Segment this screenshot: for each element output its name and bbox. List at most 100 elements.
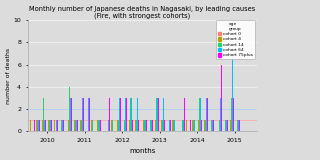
Bar <box>193 120 194 131</box>
Bar <box>170 120 171 131</box>
Bar <box>63 120 64 131</box>
Bar <box>155 120 156 131</box>
Bar <box>226 120 227 131</box>
Bar <box>39 120 40 131</box>
Bar <box>144 120 145 131</box>
Bar <box>200 98 201 131</box>
Bar <box>135 120 136 131</box>
Bar <box>38 120 39 131</box>
Bar <box>225 120 226 131</box>
Bar <box>34 120 35 131</box>
Legend: cohort 0, cohort 4, cohort 14, cohort 64, cohort 75plus: cohort 0, cohort 4, cohort 14, cohort 64… <box>216 20 255 59</box>
Bar <box>119 98 120 131</box>
Bar <box>212 120 213 131</box>
Bar <box>207 98 208 131</box>
Bar <box>152 120 153 131</box>
Bar <box>137 98 138 131</box>
Bar <box>204 120 205 131</box>
Bar <box>107 120 108 131</box>
Bar <box>163 98 164 131</box>
Bar <box>161 120 162 131</box>
Bar <box>198 120 199 131</box>
Bar <box>233 98 234 131</box>
Bar <box>76 120 77 131</box>
Bar <box>205 120 206 131</box>
Bar <box>173 120 174 131</box>
Bar <box>239 120 240 131</box>
Bar <box>100 120 101 131</box>
Bar <box>117 120 118 131</box>
Bar <box>50 120 51 131</box>
Bar <box>188 98 189 131</box>
Bar <box>88 98 89 131</box>
Bar <box>57 120 58 131</box>
Bar <box>48 120 49 131</box>
Bar <box>125 98 126 131</box>
Bar <box>98 120 99 131</box>
Bar <box>61 120 62 131</box>
Bar <box>220 98 221 131</box>
Bar <box>211 120 212 131</box>
Bar <box>126 98 127 131</box>
Bar <box>238 120 239 131</box>
Bar <box>92 120 93 131</box>
Bar <box>80 120 81 131</box>
Bar <box>172 120 173 131</box>
Bar <box>145 120 146 131</box>
Bar <box>213 120 214 131</box>
Bar <box>89 98 90 131</box>
Bar <box>221 65 222 131</box>
Bar <box>124 120 125 131</box>
Bar <box>227 120 228 131</box>
Bar <box>206 98 207 131</box>
Bar <box>136 120 137 131</box>
Bar <box>180 120 181 131</box>
Bar <box>97 120 98 131</box>
Bar <box>42 120 43 131</box>
Bar <box>157 98 158 131</box>
Bar <box>70 98 71 131</box>
Bar <box>33 98 34 131</box>
Bar <box>75 120 76 131</box>
Bar <box>30 120 31 131</box>
Bar <box>45 120 46 131</box>
Bar <box>230 120 231 131</box>
Bar <box>192 120 193 131</box>
Bar <box>164 120 165 131</box>
Bar <box>169 120 170 131</box>
Bar <box>158 98 159 131</box>
Y-axis label: number of deaths: number of deaths <box>5 48 11 104</box>
Bar <box>74 120 75 131</box>
Bar <box>112 120 113 131</box>
Bar <box>49 120 50 131</box>
Bar <box>130 98 131 131</box>
X-axis label: months: months <box>129 148 156 154</box>
Bar <box>36 120 37 131</box>
Bar <box>201 120 202 131</box>
Bar <box>62 120 63 131</box>
Bar <box>106 120 107 131</box>
Bar <box>146 120 147 131</box>
Bar <box>83 98 84 131</box>
Bar <box>54 120 55 131</box>
Bar <box>232 53 233 131</box>
Bar <box>85 120 86 131</box>
Bar <box>219 120 220 131</box>
Bar <box>183 120 184 131</box>
Bar <box>120 98 121 131</box>
Bar <box>77 120 78 131</box>
Bar <box>82 98 83 131</box>
Bar <box>37 120 38 131</box>
Bar <box>69 87 70 131</box>
Bar <box>51 120 52 131</box>
Bar <box>237 120 238 131</box>
Bar <box>93 120 94 131</box>
Bar <box>115 20 116 131</box>
Bar <box>143 120 144 131</box>
Bar <box>199 98 200 131</box>
Bar <box>184 98 185 131</box>
Bar <box>132 120 133 131</box>
Bar <box>56 120 57 131</box>
Bar <box>131 98 132 131</box>
Bar <box>151 120 152 131</box>
